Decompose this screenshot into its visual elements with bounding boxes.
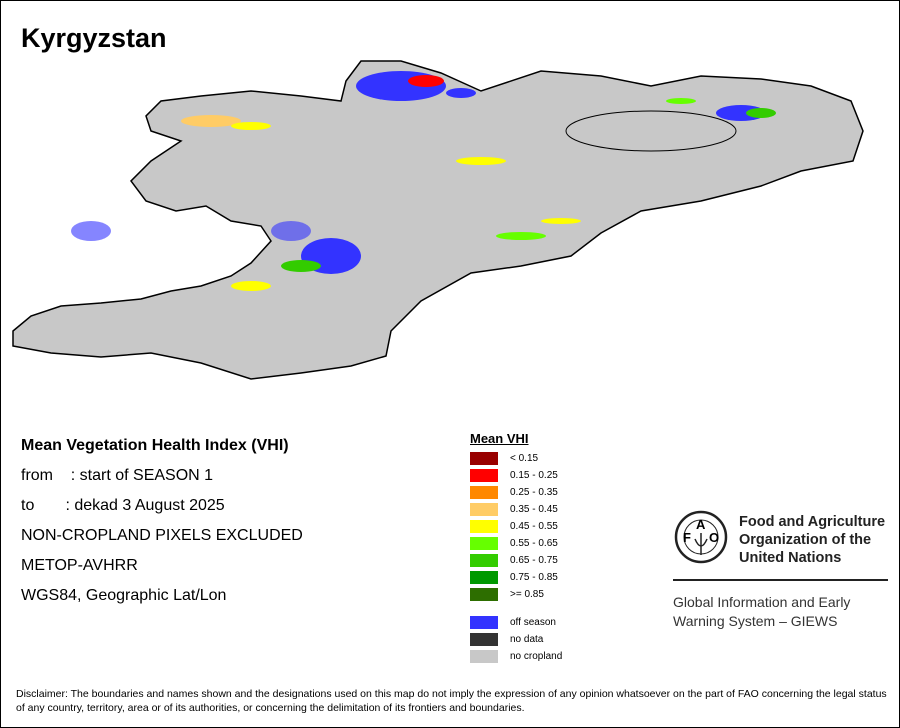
legend-swatch <box>470 503 498 516</box>
legend-swatch <box>470 588 498 601</box>
legend-item: no cropland <box>470 648 562 665</box>
info-projection: WGS84, Geographic Lat/Lon <box>21 587 227 604</box>
vhi-patches <box>71 71 776 291</box>
legend-label: < 0.15 <box>510 453 539 464</box>
svg-text:A: A <box>696 517 706 532</box>
svg-text:O: O <box>709 530 719 545</box>
legend-label: 0.45 - 0.55 <box>510 521 558 532</box>
legend-label: no data <box>510 634 544 645</box>
divider <box>673 579 888 581</box>
legend-swatch <box>470 469 498 482</box>
legend-item: 0.25 - 0.35 <box>470 484 562 501</box>
fao-name: Food and Agriculture Organization of the… <box>739 513 885 567</box>
legend-label: 0.65 - 0.75 <box>510 555 558 566</box>
info-from: from : start of SEASON 1 <box>21 467 214 484</box>
legend-item: 0.65 - 0.75 <box>470 552 562 569</box>
legend-swatch <box>470 616 498 629</box>
legend-label: 0.15 - 0.25 <box>510 470 558 481</box>
info-excluded: NON-CROPLAND PIXELS EXCLUDED <box>21 527 303 544</box>
legend-label: 0.35 - 0.45 <box>510 504 558 515</box>
legend-label: 0.75 - 0.85 <box>510 572 558 583</box>
disclaimer: Disclaimer: The boundaries and names sho… <box>16 688 887 714</box>
issyk-kul-lake <box>565 110 737 152</box>
fao-name-line: United Nations <box>739 550 842 566</box>
svg-text:F: F <box>683 530 691 545</box>
legend-label: 0.55 - 0.65 <box>510 538 558 549</box>
legend-item: 0.55 - 0.65 <box>470 535 562 552</box>
giews-line: Warning System – GIEWS <box>673 613 838 629</box>
legend-swatch <box>470 520 498 533</box>
legend-swatch <box>470 650 498 663</box>
legend-swatch <box>470 571 498 584</box>
legend-swatch <box>470 486 498 499</box>
fao-emblem-icon: F A O <box>674 510 728 564</box>
legend-item: < 0.15 <box>470 450 562 467</box>
giews-line: Global Information and Early <box>673 594 851 610</box>
legend-swatch <box>470 554 498 567</box>
country-map <box>12 60 864 380</box>
legend-label: >= 0.85 <box>510 589 544 600</box>
legend-label: off season <box>510 617 556 628</box>
legend-item: 0.45 - 0.55 <box>470 518 562 535</box>
legend-swatch <box>470 452 498 465</box>
fao-logo-block: F A O Food and Agriculture Organization … <box>673 509 888 629</box>
fao-name-line: Organization of the <box>739 532 872 548</box>
info-heading: Mean Vegetation Health Index (VHI) <box>21 437 289 454</box>
legend-item: 0.75 - 0.85 <box>470 569 562 586</box>
legend-item: 0.15 - 0.25 <box>470 467 562 484</box>
legend-item: >= 0.85 <box>470 586 562 603</box>
legend-swatch <box>470 633 498 646</box>
legend-label: 0.25 - 0.35 <box>510 487 558 498</box>
legend-label: no cropland <box>510 651 563 662</box>
info-to: to : dekad 3 August 2025 <box>21 497 225 514</box>
legend-item: no data <box>470 631 562 648</box>
legend-item: off season <box>470 614 562 631</box>
legend: Mean VHI < 0.15 0.15 - 0.25 0.25 - 0.35 0.3… <box>470 431 562 665</box>
giews-name: Global Information and Early Warning Sys… <box>673 593 850 631</box>
legend-title: Mean VHI <box>470 431 529 446</box>
fao-name-line: Food and Agriculture <box>739 514 886 530</box>
legend-swatch <box>470 537 498 550</box>
map-title: Kyrgyzstan <box>21 23 167 53</box>
legend-item: 0.35 - 0.45 <box>470 501 562 518</box>
info-sensor: METOP-AVHRR <box>21 557 138 574</box>
